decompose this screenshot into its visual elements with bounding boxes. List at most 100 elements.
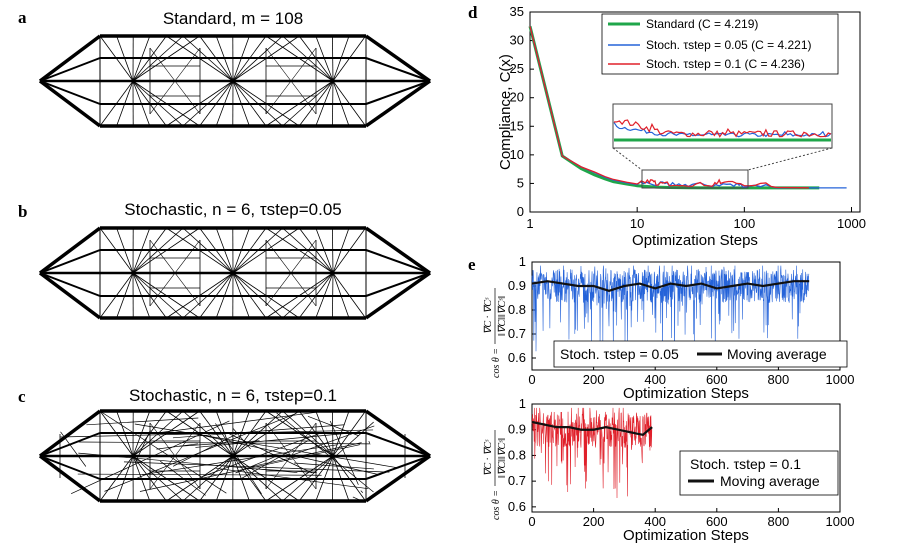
- truss-member: [332, 272, 366, 319]
- truss-member: [194, 433, 380, 476]
- panel-label-d: d: [468, 3, 478, 22]
- truss-member: [116, 35, 134, 82]
- x-tick-label: 1000: [826, 372, 855, 387]
- y-tick-label: 35: [510, 4, 524, 19]
- x-tick-labels: 1 10 100 1000: [526, 207, 866, 231]
- truss-member: [232, 35, 283, 82]
- truss-member: [276, 412, 374, 493]
- y-tick-label: 15: [510, 118, 524, 133]
- legend-label-moving-average: Moving average: [727, 346, 827, 362]
- truss-member: [315, 80, 334, 127]
- truss-member: [215, 227, 234, 274]
- truss-member: [160, 460, 206, 496]
- x-tick-label: 600: [706, 372, 728, 387]
- legend-label-stoch-005: Stoch. τstep = 0.05 (C = 4.221): [646, 38, 812, 52]
- truss-member: [139, 444, 360, 492]
- truss-member: [232, 227, 250, 274]
- truss-member: [78, 452, 298, 473]
- x-axis-label: Optimization Steps: [632, 232, 758, 249]
- x-tick-label: 1000: [837, 216, 866, 231]
- truss-member: [116, 80, 134, 127]
- truss-member: [232, 227, 283, 274]
- truss-member: [332, 227, 334, 274]
- truss-member: [265, 80, 334, 127]
- moving-average-line: [531, 420, 653, 437]
- x-tick-label: 200: [583, 514, 605, 529]
- truss-member: [132, 80, 151, 127]
- legend-label-standard: Standard (C = 4.219): [646, 17, 758, 31]
- truss-member: [265, 422, 317, 490]
- truss-member: [332, 80, 366, 127]
- truss-member: [249, 442, 362, 468]
- truss-member: [235, 456, 276, 474]
- truss-member: [99, 410, 134, 457]
- truss-member: [39, 249, 101, 274]
- truss-member: [199, 35, 234, 82]
- truss-member: [364, 409, 432, 458]
- y-tick-label: 25: [510, 61, 524, 76]
- y-axis-label: Compliance, C(x): [497, 54, 514, 170]
- truss-member: [132, 227, 200, 274]
- zoom-connector-right: [747, 147, 833, 171]
- truss-member: [104, 414, 295, 492]
- inset-line-stochastic: [613, 119, 832, 138]
- truss-member: [182, 272, 234, 319]
- truss-member: [99, 227, 134, 274]
- truss-member: [149, 47, 201, 115]
- truss-member: [365, 249, 431, 274]
- svg-text:∇C · ∇Cˢ: ∇C · ∇Cˢ: [483, 297, 494, 334]
- y-tick-label: 30: [510, 33, 524, 48]
- truss-member: [332, 35, 366, 82]
- x-tick-labels: 0 200 400 600 800 1000: [528, 508, 854, 529]
- truss-member: [132, 35, 200, 82]
- truss-member: [38, 79, 102, 128]
- truss-member: [315, 227, 334, 274]
- truss-member: [132, 410, 151, 457]
- truss-member: [265, 227, 334, 274]
- x-tick-label: 10: [630, 216, 644, 231]
- truss-member: [315, 35, 334, 82]
- truss-member: [202, 433, 321, 477]
- y-axis-label: cos θ = ∇C · ∇Cˢ ‖∇C‖‖∇Cˢ‖: [483, 288, 508, 378]
- legend-label-stoch-01: Stoch. τstep = 0.1: [690, 456, 801, 472]
- truss-member: [360, 490, 364, 493]
- truss-member: [156, 443, 198, 450]
- truss-member: [232, 35, 267, 82]
- inset-series: [613, 119, 832, 142]
- panel-a-title: Standard, m = 108: [163, 9, 303, 28]
- truss-member: [60, 431, 87, 467]
- truss-member: [38, 34, 102, 83]
- truss-member: [215, 80, 234, 127]
- truss-member: [182, 80, 234, 127]
- truss-member: [132, 80, 200, 127]
- truss-member: [199, 227, 234, 274]
- truss-member: [364, 226, 432, 275]
- truss-member: [332, 410, 334, 457]
- truss-member: [182, 35, 234, 82]
- truss-member: [232, 272, 267, 319]
- truss-member: [365, 272, 431, 297]
- y-tick-labels: 0.6 0.7 0.8 0.9 1: [508, 396, 536, 514]
- y-tick-label: 0.8: [508, 302, 526, 317]
- truss-member: [332, 35, 350, 82]
- y-tick-label: 1: [519, 396, 526, 411]
- truss-member: [38, 226, 102, 275]
- truss-member: [38, 409, 102, 458]
- truss-structure-c: [38, 409, 432, 503]
- zoom-region: [641, 169, 749, 189]
- moving-average-line: [531, 280, 810, 292]
- truss-member: [86, 417, 199, 426]
- truss-member: [265, 239, 317, 307]
- panel-label-b: b: [18, 202, 27, 221]
- truss-member: [332, 80, 334, 127]
- truss-member: [172, 431, 241, 467]
- panel-c-title: Stochastic, n = 6, τstep=0.1: [129, 386, 337, 405]
- truss-member: [265, 47, 317, 115]
- x-tick-label: 600: [706, 514, 728, 529]
- truss-member: [132, 455, 200, 502]
- truss-member: [123, 461, 390, 473]
- truss-member: [307, 415, 359, 436]
- truss-member: [232, 410, 283, 457]
- truss-member: [368, 441, 371, 445]
